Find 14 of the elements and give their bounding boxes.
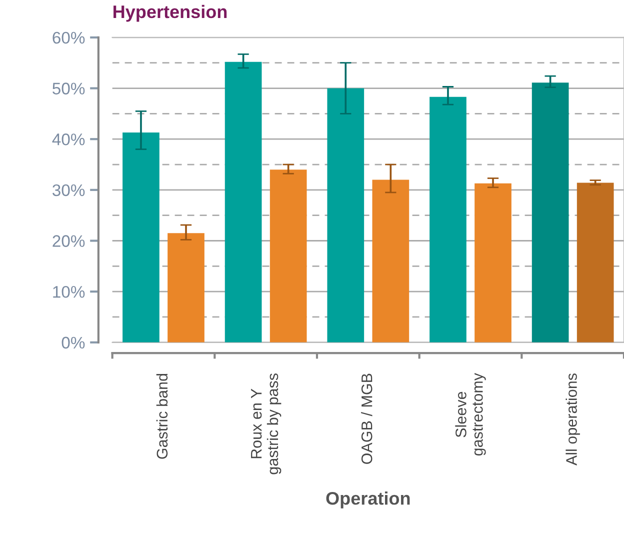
y-tick-label: 30% — [52, 184, 85, 196]
y-tick-label: 0% — [62, 336, 85, 349]
x-tick-label: All operations — [566, 374, 580, 466]
x-tick-label: Roux en Y gastric by pass — [251, 374, 282, 474]
x-axis-title: Operation — [326, 492, 410, 508]
x-tick-label: OAGB / MGB — [361, 374, 372, 464]
x-tick-label: Gastric band — [156, 374, 168, 459]
y-tick-label: 50% — [52, 82, 85, 94]
y-tick-label: 60% — [52, 32, 85, 44]
x-tick-label: Sleeve gastrectomy — [455, 372, 486, 456]
y-tick-label: 20% — [52, 235, 85, 247]
y-tick-label: 10% — [53, 286, 85, 298]
chart-title: Hypertension — [114, 4, 227, 22]
y-tick-label: 40% — [52, 134, 85, 146]
